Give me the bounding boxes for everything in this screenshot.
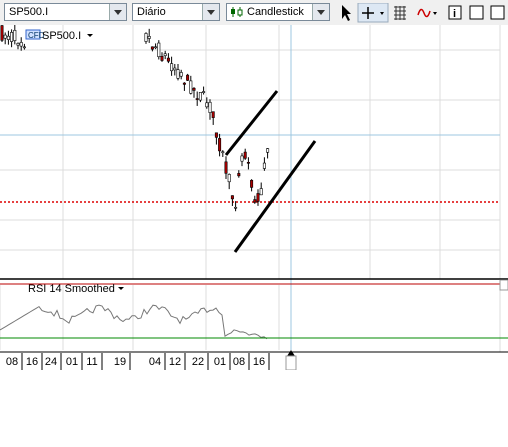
chart-area: CFD SP500.I RSI 14 Smoothed 08 16 24 01 11 19…: [0, 25, 508, 370]
rsi-label: RSI 14 Smoothed: [28, 283, 115, 295]
chart-type-text: Candlestick: [247, 6, 304, 18]
candle-body: [237, 173, 241, 177]
candle-body: [266, 148, 270, 153]
x-tick-label: 16: [26, 356, 38, 368]
candle-body: [154, 46, 158, 49]
badge-text: CFD: [28, 31, 45, 40]
indicator-tool[interactable]: [417, 8, 431, 18]
candle-body: [0, 25, 4, 41]
candle-body: [259, 188, 263, 196]
candle-body: [240, 155, 244, 162]
candle-body: [243, 151, 247, 159]
candle-body: [218, 138, 222, 152]
grid-tool[interactable]: [394, 6, 406, 20]
candle-body: [221, 151, 225, 154]
candle-body: [224, 161, 228, 174]
rsi-line: [0, 304, 268, 340]
zoom-tool[interactable]: [490, 5, 505, 20]
x-tick-label: 01: [214, 356, 226, 368]
cfd-badge: [25, 29, 41, 40]
period-select[interactable]: Diário: [132, 3, 220, 21]
candle-body: [13, 30, 17, 41]
candle-body: [250, 179, 254, 188]
symbol-select[interactable]: SP500.I: [4, 3, 127, 21]
x-tick-label: 04: [149, 356, 161, 368]
zoom-tool[interactable]: [469, 5, 484, 20]
x-tick-label: 01: [66, 356, 78, 368]
candle-body: [170, 63, 174, 72]
candle-body: [230, 195, 234, 200]
candle-body: [166, 57, 170, 62]
candle-body: [147, 36, 151, 39]
candle-body: [6, 35, 10, 40]
candle-body: [160, 56, 164, 61]
candle-body: [10, 32, 14, 42]
candle-body: [19, 42, 23, 47]
candle-body: [211, 111, 215, 118]
toolbar: SP500.I Diário Candlestick i: [0, 0, 508, 25]
candle-body: [182, 82, 186, 85]
symbol-text: SP500.I: [9, 6, 49, 18]
candle-body: [189, 80, 193, 94]
chart-type-select[interactable]: Candlestick: [226, 3, 330, 21]
candle-body: [205, 102, 209, 108]
candle-body: [195, 98, 199, 100]
candle-body: [234, 206, 238, 209]
dropdown-button[interactable]: [109, 4, 126, 20]
x-tick-label: 08: [233, 356, 245, 368]
candle-body: [176, 69, 180, 79]
candle-body: [262, 162, 266, 169]
candle-body: [150, 46, 154, 50]
candle-body: [256, 193, 260, 202]
trend-lines: [224, 90, 317, 253]
candle-body: [144, 33, 148, 42]
candle-body: [202, 91, 206, 93]
candle-body: [3, 34, 7, 39]
candle-body: [173, 67, 177, 71]
symbol-label: SP500.I: [42, 30, 81, 42]
candle-body: [208, 101, 212, 113]
svg-text:i: i: [453, 8, 456, 20]
dropdown-button[interactable]: [312, 4, 329, 20]
x-tick-label: 24: [45, 356, 57, 368]
x-tick-label: 22: [192, 356, 204, 368]
candle-body: [192, 87, 196, 91]
candle-body: [179, 72, 183, 77]
x-tick-label: 11: [86, 356, 97, 368]
period-text: Diário: [137, 6, 166, 18]
candle-body: [186, 74, 190, 81]
info-tool[interactable]: [448, 5, 462, 20]
tool-icons: i: [342, 3, 505, 23]
candle-icon: [231, 7, 243, 17]
x-tick-label: 08: [6, 356, 18, 368]
candle-body: [163, 53, 167, 57]
x-tick-label: 12: [169, 356, 181, 368]
pointer-tool[interactable]: [342, 5, 351, 21]
x-tick-label: 19: [114, 356, 126, 368]
candle-body: [198, 92, 202, 101]
candle-body: [16, 43, 20, 46]
candle-body: [22, 46, 26, 49]
candle-body: [214, 132, 218, 138]
candle-body: [227, 174, 231, 183]
candle-body: [253, 199, 257, 203]
candle-body: [246, 161, 250, 164]
x-tick-label: 16: [253, 356, 265, 368]
dropdown-button[interactable]: [202, 4, 219, 20]
candle-body: [157, 42, 161, 58]
